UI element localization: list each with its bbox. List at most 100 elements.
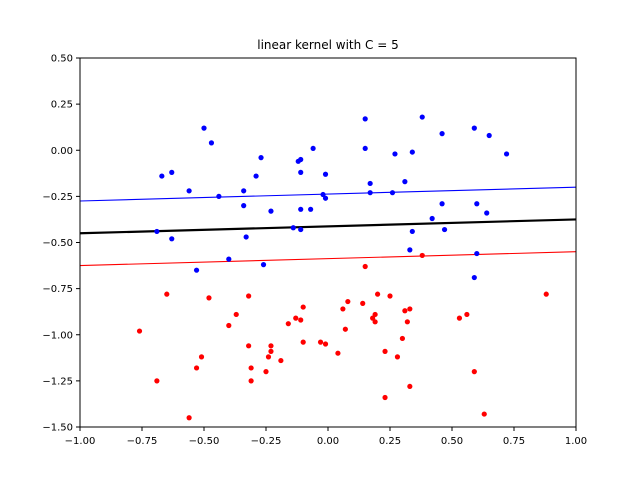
- data-point: [322, 341, 329, 347]
- x-tick-label: 0.00: [317, 436, 339, 447]
- x-tick-label: 0.75: [503, 436, 525, 447]
- data-point: [248, 365, 254, 371]
- data-point: [484, 210, 490, 216]
- data-point: [241, 188, 247, 194]
- data-point: [290, 225, 296, 231]
- data-point: [481, 411, 487, 417]
- data-point: [360, 300, 366, 306]
- data-point: [169, 169, 175, 175]
- data-point: [370, 315, 376, 321]
- plot-area: [80, 58, 576, 427]
- data-point: [402, 308, 408, 314]
- y-tick-label: 0.00: [51, 146, 73, 157]
- data-point: [186, 415, 192, 421]
- data-point: [159, 173, 165, 179]
- data-point: [198, 354, 205, 360]
- y-tick-label: −0.50: [42, 238, 73, 249]
- y-tick-label: −1.50: [42, 423, 73, 434]
- data-point: [441, 226, 448, 233]
- data-point: [298, 317, 304, 323]
- scatter-points: [136, 114, 549, 421]
- y-tick-label: 0.25: [51, 100, 73, 111]
- data-point: [298, 206, 304, 212]
- data-point: [246, 293, 252, 299]
- y-tick-label: 0.50: [51, 54, 73, 65]
- data-point: [193, 267, 200, 273]
- data-point: [392, 151, 398, 157]
- data-point: [248, 378, 254, 384]
- data-point: [439, 131, 445, 137]
- data-point: [241, 203, 247, 209]
- data-point: [399, 335, 405, 342]
- data-point: [439, 201, 445, 207]
- data-point: [263, 369, 269, 375]
- data-point: [154, 228, 160, 235]
- data-point: [320, 191, 326, 198]
- data-point: [342, 326, 348, 332]
- data-point: [268, 343, 274, 349]
- data-point: [409, 228, 415, 235]
- data-point: [298, 156, 304, 163]
- data-point: [268, 208, 274, 214]
- data-point: [464, 311, 470, 318]
- data-point: [253, 173, 259, 179]
- data-point: [298, 169, 304, 175]
- y-tick-label: −0.75: [42, 284, 73, 295]
- data-point: [362, 116, 368, 122]
- chart-title: linear kernel with C = 5: [257, 38, 399, 52]
- data-point: [474, 250, 480, 257]
- data-point: [298, 226, 304, 233]
- x-axis-ticks: −1.00 −0.75 −0.50 −0.25 0.00 0.25 0.50 0.75 1.00: [65, 427, 587, 447]
- data-point: [169, 236, 175, 242]
- data-point: [285, 321, 291, 327]
- data-point: [429, 215, 435, 222]
- data-point: [206, 295, 212, 301]
- data-point: [375, 291, 381, 297]
- data-point: [193, 365, 200, 371]
- data-point: [407, 247, 413, 253]
- data-point: [372, 311, 378, 318]
- data-point: [394, 354, 401, 360]
- data-point: [456, 315, 463, 321]
- data-point: [372, 319, 378, 325]
- data-point: [310, 145, 316, 152]
- data-point: [474, 201, 480, 207]
- data-point: [317, 339, 324, 345]
- x-tick-label: 0.25: [379, 436, 401, 447]
- data-point: [226, 322, 232, 329]
- x-tick-label: −0.75: [127, 436, 158, 447]
- data-point: [308, 206, 314, 212]
- data-point: [136, 328, 143, 334]
- data-point: [362, 145, 368, 152]
- data-point: [362, 263, 368, 270]
- decision-line-2: [79, 251, 577, 267]
- data-point: [322, 195, 329, 201]
- data-point: [471, 274, 477, 281]
- data-point: [268, 348, 274, 354]
- data-point: [486, 132, 492, 139]
- data-point: [419, 114, 425, 120]
- data-point: [340, 306, 346, 312]
- decision-line-0: [79, 186, 577, 202]
- data-point: [367, 190, 373, 196]
- data-point: [367, 180, 373, 187]
- x-tick-label: 1.00: [565, 436, 587, 447]
- data-point: [389, 190, 396, 196]
- data-point: [243, 234, 249, 240]
- data-point: [265, 354, 272, 360]
- data-point: [293, 315, 299, 321]
- data-point: [503, 151, 510, 157]
- y-axis-ticks: −1.50 −1.25 −1.00 −0.75 −0.50 −0.25 0.00 0.25 0.…: [42, 54, 80, 434]
- decision-line-1: [79, 218, 577, 235]
- data-point: [419, 252, 425, 259]
- data-point: [260, 262, 267, 268]
- data-point: [407, 306, 413, 312]
- data-point: [471, 369, 477, 375]
- x-tick-label: 0.50: [441, 436, 463, 447]
- data-point: [382, 394, 388, 401]
- x-tick-label: −0.25: [251, 436, 282, 447]
- decision-lines: [79, 186, 577, 267]
- y-tick-label: −1.25: [42, 376, 73, 387]
- data-point: [186, 188, 192, 194]
